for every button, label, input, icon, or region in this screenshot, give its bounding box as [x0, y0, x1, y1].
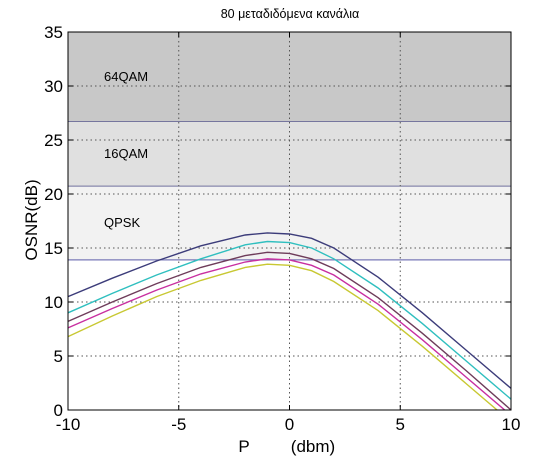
chart-title: 80 μεταδιδόμενα κανάλια	[221, 7, 360, 21]
y-tick-label: 10	[44, 293, 63, 312]
x-axis-label: P	[238, 437, 249, 456]
y-tick-label: 30	[44, 77, 63, 96]
region-label-16qam: 16QAM	[104, 146, 148, 161]
x-tick-label: 5	[396, 415, 405, 434]
series-line-1	[68, 232, 511, 389]
x-tick-label: -10	[56, 415, 81, 434]
y-axis-label: OSNR(dB)	[22, 179, 41, 260]
series-line-5	[68, 263, 499, 410]
y-tick-label: 20	[44, 185, 63, 204]
x-axis-unit-label: (dbm)	[291, 437, 335, 456]
x-tick-label: 10	[502, 415, 521, 434]
y-tick-label: 35	[44, 23, 63, 42]
y-tick-label: 25	[44, 131, 63, 150]
y-tick-label: 15	[44, 239, 63, 258]
series-line-4	[68, 258, 506, 410]
region-label-qpsk: QPSK	[104, 215, 140, 230]
y-tick-label: 0	[54, 401, 63, 420]
series-line-2	[68, 240, 511, 400]
y-tick-label: 5	[54, 347, 63, 366]
region-label-64qam: 64QAM	[104, 69, 148, 84]
x-tick-label: 0	[285, 415, 294, 434]
x-tick-label: -5	[171, 415, 186, 434]
series-line-3	[68, 251, 511, 410]
